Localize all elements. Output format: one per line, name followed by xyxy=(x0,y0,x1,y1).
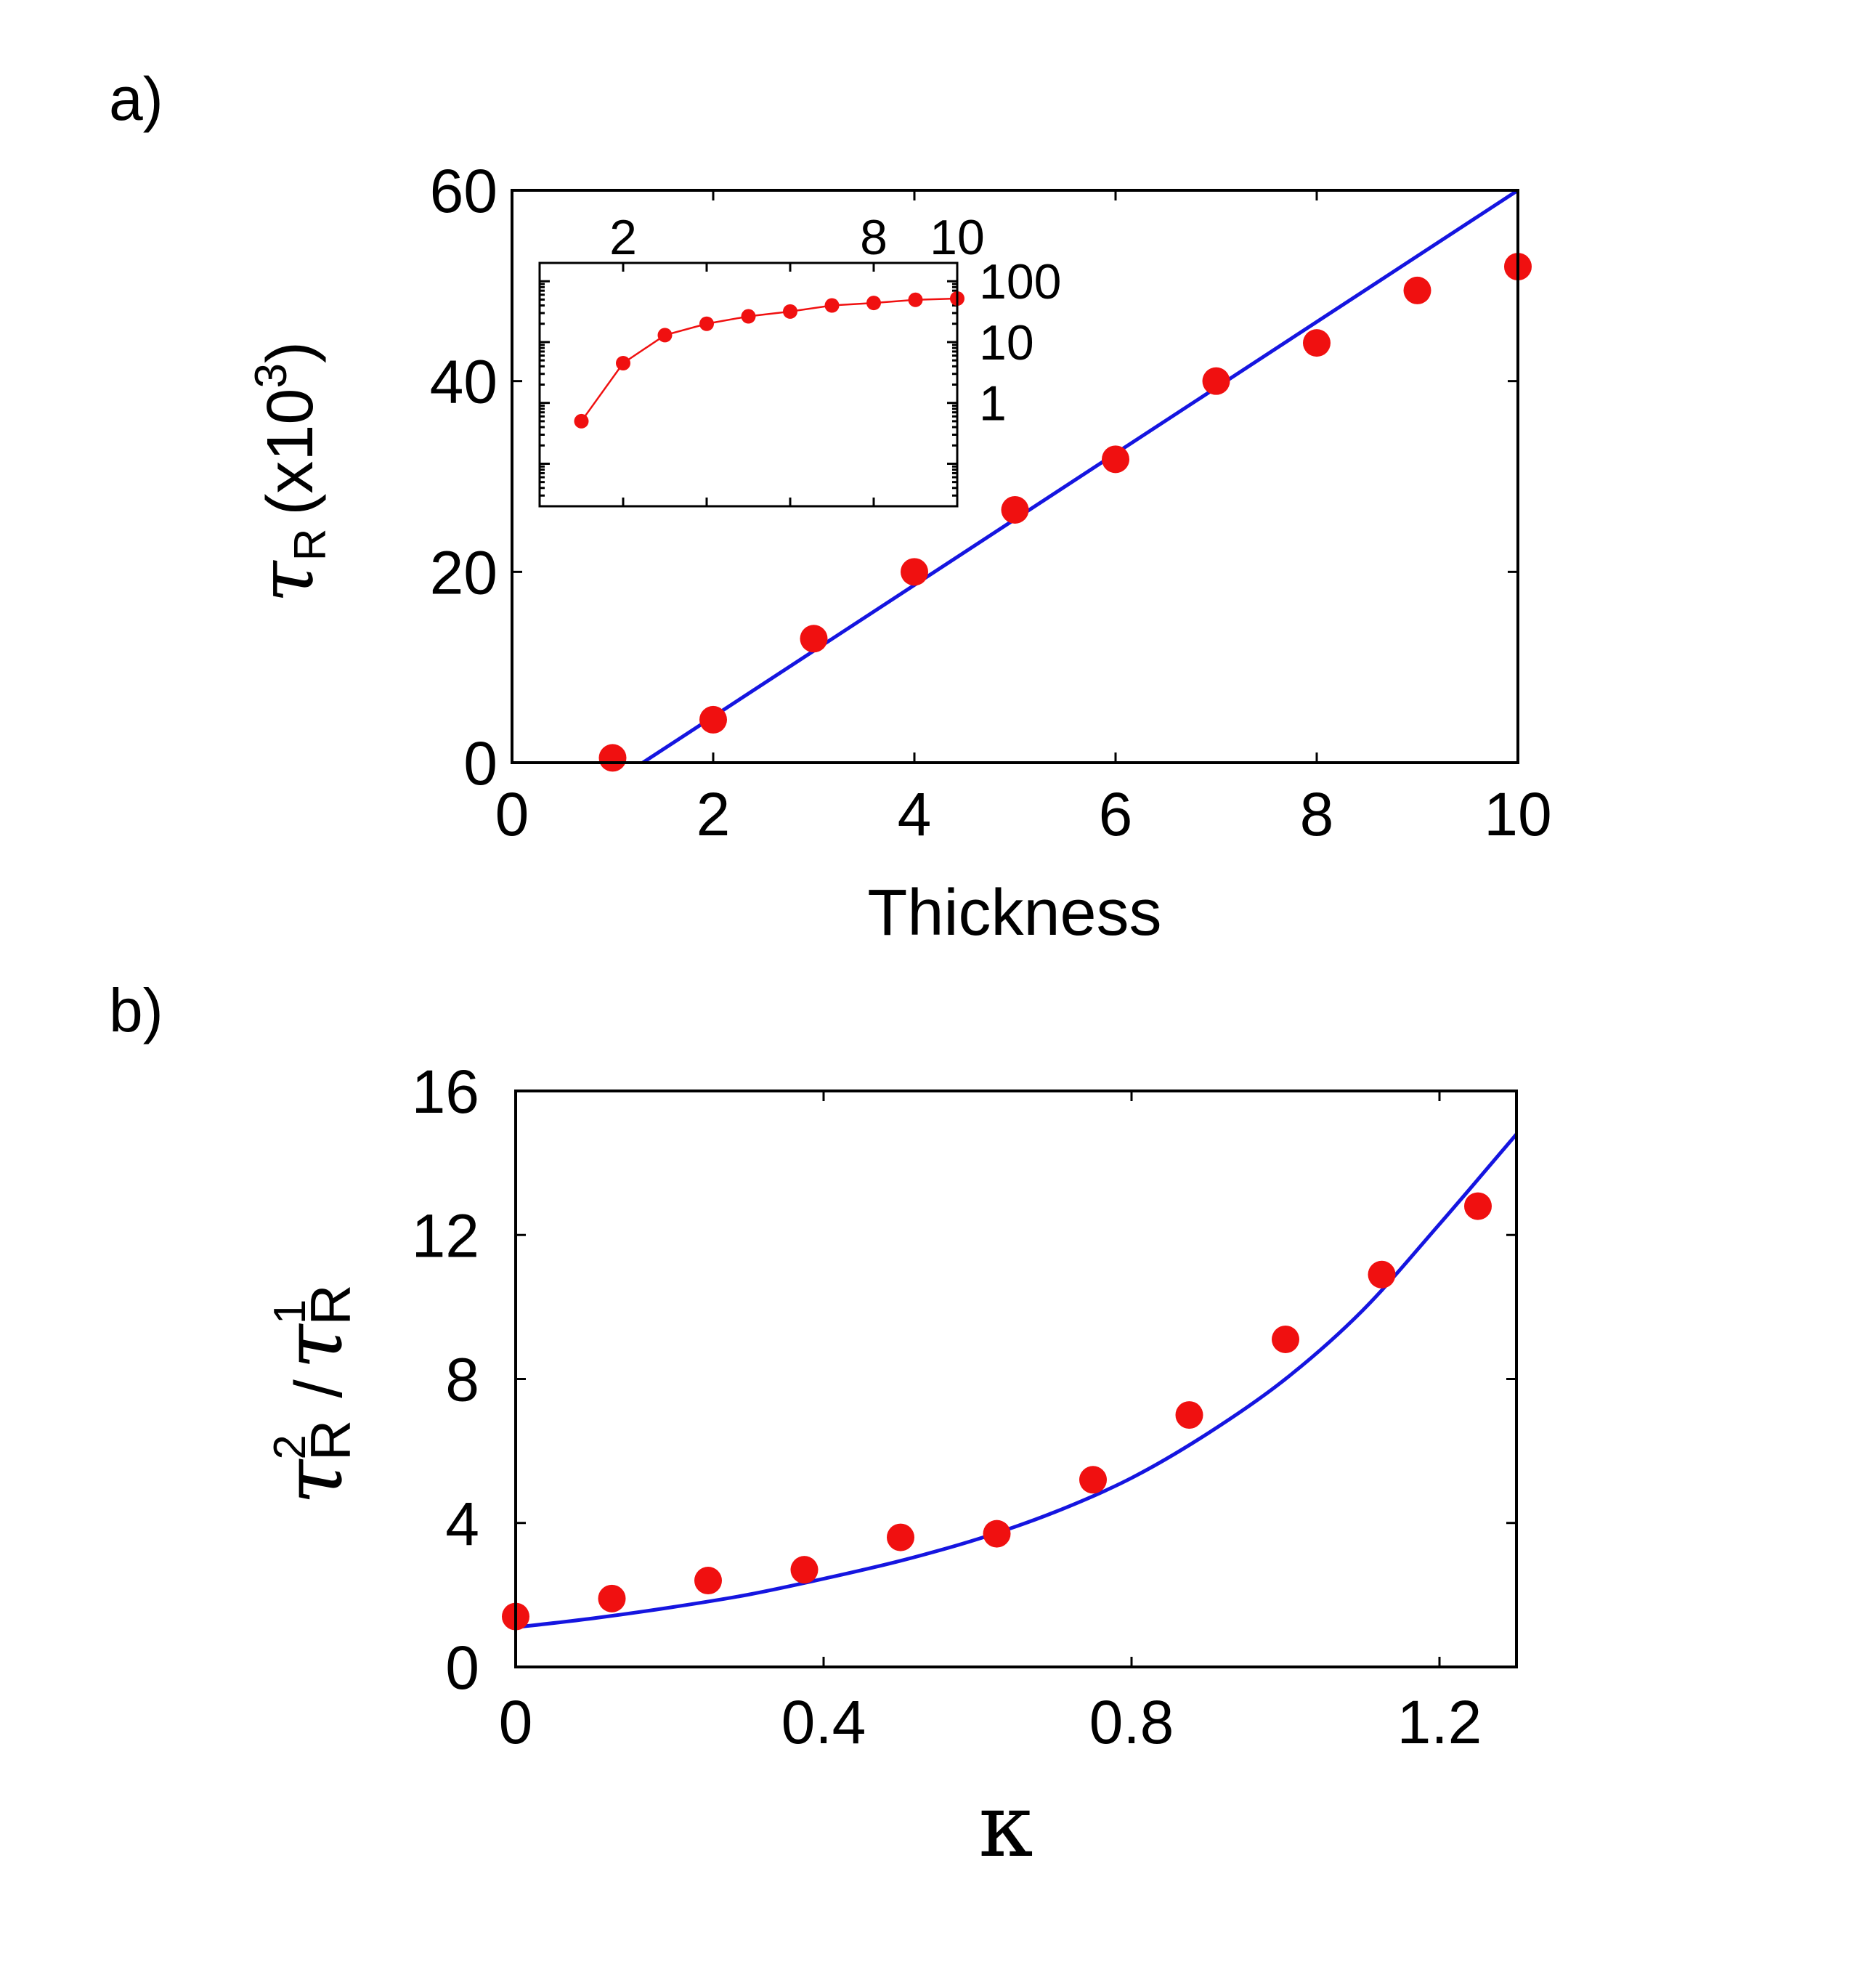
panel-b-x-tick-label: 1.2 xyxy=(1397,1688,1482,1756)
panel-b-y-sup-2: 2 xyxy=(265,1435,315,1459)
panel-b-data-point xyxy=(694,1567,722,1595)
inset-data-point xyxy=(616,356,630,371)
panel-b-y-sub-r-1: R xyxy=(298,1420,362,1461)
inset-y-tick-label: 10 xyxy=(979,315,1034,370)
svg-text:τ2R/τ1R: τ2R/τ1R xyxy=(265,1284,362,1504)
panel-b-y-tick-label: 16 xyxy=(412,1058,479,1126)
inset-background xyxy=(540,263,957,506)
panel-a-y-axis-title: τR (x103) xyxy=(242,341,336,603)
inset-data-point xyxy=(574,413,589,429)
panel-a-series xyxy=(598,188,1532,772)
panel-b-x-axis-title: κ xyxy=(979,1776,1033,1877)
panel-a-data-point xyxy=(1202,367,1230,395)
inset-y-tick-label: 1 xyxy=(979,376,1007,431)
panel-b-y-tau-2: τ xyxy=(267,1323,361,1369)
panel-a-data-point xyxy=(901,558,928,586)
panel-a-y-tick-label: 40 xyxy=(430,348,497,416)
inset-data-point xyxy=(699,316,714,331)
panel-b-tick-labels: 0 0.4 0.8 1.2 0 4 8 12 16 xyxy=(412,1058,1482,1756)
panel-b-data-point xyxy=(790,1556,819,1584)
panel-b-x-tick-label: 0.8 xyxy=(1089,1688,1174,1756)
panel-b-frame xyxy=(514,1090,1518,1668)
inset-data-point xyxy=(783,304,797,319)
panel-a-frame xyxy=(511,189,1519,764)
panel-b-data-point xyxy=(1079,1466,1107,1494)
panel-b-y-tick-label: 8 xyxy=(445,1346,479,1414)
inset-x-tick-label: 10 xyxy=(930,210,985,265)
panel-b-data-point xyxy=(1272,1325,1299,1353)
panel-a-y-unit-sup: 3 xyxy=(246,363,296,388)
inset-x-tick-label: 8 xyxy=(860,210,888,265)
panel-a-x-tick-label: 6 xyxy=(1099,780,1133,848)
panel-a-y-unit-open: (x10 xyxy=(254,389,327,516)
panel-a-data-point xyxy=(598,744,627,772)
inset-data-point xyxy=(741,309,756,324)
panel-b-y-tau-1: τ xyxy=(267,1458,361,1505)
panel-b-y-sub-r-2: R xyxy=(298,1284,362,1325)
panel-b-y-tick-label: 4 xyxy=(445,1490,479,1558)
panel-b-series xyxy=(502,1132,1518,1631)
panel-b-y-sup-1: 1 xyxy=(265,1299,315,1324)
inset-series-line xyxy=(580,297,958,422)
inset-data-point xyxy=(908,292,923,307)
panel-a-y-tick-label: 20 xyxy=(430,538,497,606)
panel-a-y-tick-label: 60 xyxy=(430,157,497,225)
panel-a-data-point xyxy=(1001,495,1029,524)
panel-b-y-slash: / xyxy=(282,1379,356,1398)
panel-a-fit-line xyxy=(641,188,1519,765)
panel-a-data-point xyxy=(1303,329,1331,357)
panel-b-data-point xyxy=(1175,1401,1203,1429)
panel-b-y-tick-label: 0 xyxy=(445,1634,479,1702)
panel-a-x-tick-label: 10 xyxy=(1484,780,1551,848)
inset-data-point xyxy=(657,328,673,343)
panel-a-y-tau: τ xyxy=(242,560,330,603)
panel-a-x-axis-title: Thickness xyxy=(867,877,1161,949)
inset-series xyxy=(574,291,964,429)
panel-b-y-tick-label: 12 xyxy=(412,1201,479,1270)
panel-b-label: b) xyxy=(109,976,163,1044)
panel-a-x-tick-label: 0 xyxy=(495,780,529,848)
svg-text:τR(x103): τR (x103) xyxy=(242,341,336,603)
panel-a-x-tick-label: 2 xyxy=(696,780,731,848)
panel-b-x-tick-label: 0.4 xyxy=(781,1688,866,1756)
panel-a-y-unit-close: ) xyxy=(254,341,327,363)
panel-b-data-point xyxy=(598,1584,626,1612)
inset-x-tick-label: 2 xyxy=(609,210,637,265)
panel-a-data-point xyxy=(800,625,828,653)
panel-a-data-point xyxy=(699,705,727,734)
panel-a-x-tick-label: 4 xyxy=(898,780,932,848)
panel-b-model-curve xyxy=(515,1132,1518,1629)
panel-a-data-point xyxy=(1403,276,1431,304)
panel-a-x-tick-label: 8 xyxy=(1300,780,1334,848)
panel-b-x-tick-label: 0 xyxy=(499,1688,533,1756)
panel-b-data-point xyxy=(1464,1192,1492,1220)
panel-a-label: a) xyxy=(109,65,163,133)
panel-a-y-tick-label: 0 xyxy=(463,729,497,798)
panel-b-data-point xyxy=(887,1523,914,1551)
panel-a-data-point xyxy=(1102,445,1129,474)
inset-data-point xyxy=(866,296,881,311)
inset-frame xyxy=(538,261,959,508)
panel-b-data-point xyxy=(983,1520,1011,1548)
panel-b-data-point xyxy=(1368,1260,1396,1289)
inset-y-tick-label: 100 xyxy=(979,254,1061,309)
panel-a-y-sub-r: R xyxy=(285,529,336,561)
inset-data-point xyxy=(824,298,840,313)
panel-b-y-axis-title: τ2R/τ1R xyxy=(265,1284,362,1504)
